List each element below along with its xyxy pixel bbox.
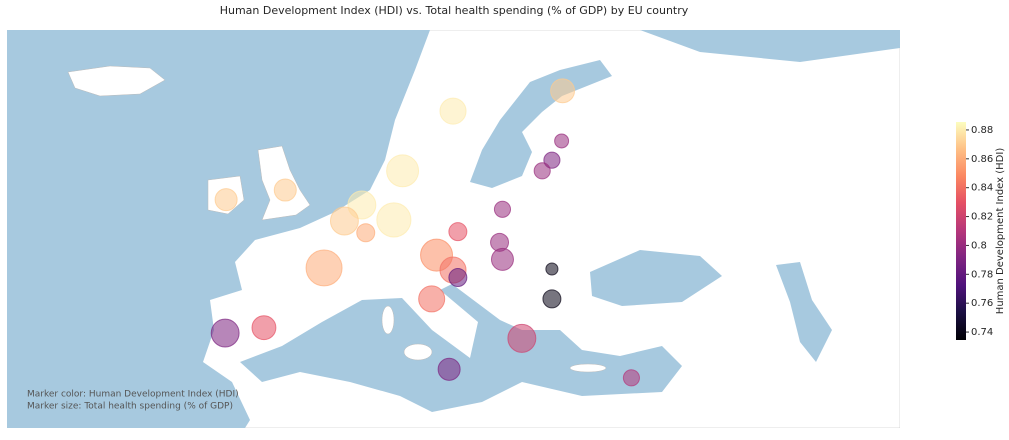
black-sea <box>590 250 722 306</box>
bubble <box>448 222 468 242</box>
bubble <box>214 188 238 212</box>
caspian <box>776 262 832 362</box>
sardinia <box>381 305 395 335</box>
bubble <box>550 78 576 104</box>
bubbles <box>210 78 640 387</box>
bubble <box>533 162 551 180</box>
baltic <box>470 60 612 188</box>
colorbar-tick-label: 0.74 <box>971 327 993 338</box>
arctic <box>640 30 900 62</box>
chart-title: Human Development Index (HDI) vs. Total … <box>220 4 689 17</box>
crete <box>569 363 607 373</box>
bubble <box>554 133 570 149</box>
annotation: Marker size: Total health spending (% of… <box>27 402 233 412</box>
sicily <box>403 343 433 361</box>
colorbar-tick-label: 0.78 <box>971 269 993 280</box>
annotation: Marker color: Human Development Index (H… <box>27 390 239 400</box>
bubble <box>386 154 420 188</box>
colorbar-tick-label: 0.76 <box>971 298 993 309</box>
bubble <box>543 151 561 169</box>
iceland <box>67 65 166 97</box>
bubble <box>490 247 514 271</box>
colorbar-tick-label: 0.88 <box>971 125 993 136</box>
bubble <box>622 369 640 387</box>
bubble <box>542 289 562 309</box>
bubble <box>418 285 446 313</box>
mediterranean <box>240 284 682 412</box>
bubble <box>210 318 240 348</box>
bubble <box>305 249 343 287</box>
colorbar-tick-label: 0.84 <box>971 183 993 194</box>
bubble <box>437 357 461 381</box>
colorbar <box>956 122 966 340</box>
bubble <box>493 200 512 218</box>
bubble <box>507 323 537 353</box>
colorbar-tick-label: 0.8 <box>971 240 987 251</box>
colorbar-tick-label: 0.86 <box>971 154 993 165</box>
bubble <box>439 97 467 125</box>
atlantic <box>7 30 430 428</box>
bubble <box>448 268 468 288</box>
bubble <box>273 178 297 202</box>
bubble <box>545 262 559 276</box>
bubble <box>329 206 359 236</box>
bubble <box>356 223 376 243</box>
bubble <box>251 315 277 341</box>
colorbar-tick-label: 0.82 <box>971 212 993 223</box>
bubble <box>376 202 412 238</box>
colorbar-label: Human Development Index (HDI) <box>995 148 1006 315</box>
